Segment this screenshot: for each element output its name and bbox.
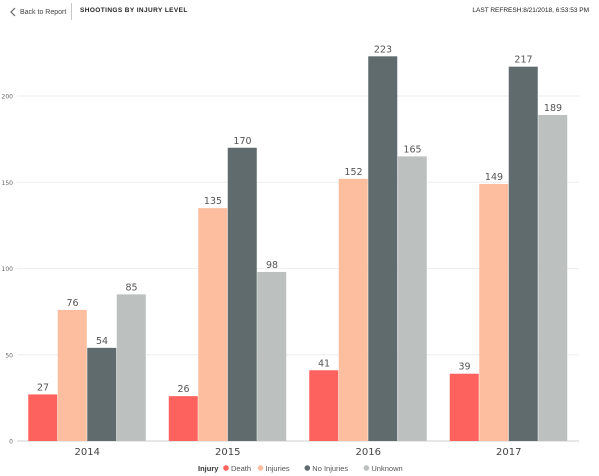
legend-title: Injury: [198, 464, 219, 473]
y-tick-label: 200: [2, 94, 14, 101]
x-tick-label: 2017: [496, 447, 521, 458]
data-label: 189: [544, 103, 562, 114]
data-label: 135: [204, 196, 222, 207]
top-bar: Back to Report SHOOTINGS BY INJURY LEVEL…: [0, 0, 599, 26]
legend-marker: [257, 465, 264, 471]
bars: [28, 56, 568, 442]
bar-death-2016[interactable]: [309, 370, 339, 441]
data-label: 76: [66, 298, 78, 309]
legend-marker: [223, 465, 229, 471]
data-label: 27: [37, 382, 49, 393]
data-label: 217: [514, 55, 532, 66]
y-axis: 0 50 100 150 200: [2, 94, 14, 446]
header-divider: [71, 3, 72, 20]
bar-death-2015[interactable]: [168, 396, 198, 441]
legend-marker: [363, 465, 370, 471]
data-label: 54: [96, 336, 108, 347]
bar-unknown-2016[interactable]: [397, 156, 427, 441]
legend-item[interactable]: Death: [231, 464, 251, 473]
bar-no-injuries-2015[interactable]: [227, 147, 257, 441]
data-label: 165: [403, 144, 421, 155]
bar-unknown-2014[interactable]: [116, 294, 146, 441]
bar-injuries-2017[interactable]: [479, 183, 509, 441]
bar-no-injuries-2017[interactable]: [508, 66, 538, 442]
y-tick-label: 50: [5, 352, 13, 359]
legend-item[interactable]: Unknown: [371, 464, 402, 473]
bar-death-2014[interactable]: [28, 394, 58, 441]
data-label: 26: [177, 384, 189, 395]
data-label: 41: [318, 358, 330, 369]
legend: Injury Death Injuries No Injuries Unknown: [198, 464, 403, 473]
bar-injuries-2014[interactable]: [57, 309, 87, 441]
bar-unknown-2017[interactable]: [538, 114, 568, 441]
page-title: SHOOTINGS BY INJURY LEVEL: [80, 7, 188, 14]
back-to-report-button[interactable]: Back to Report: [8, 5, 66, 19]
bar-injuries-2015[interactable]: [198, 208, 228, 441]
x-tick-label: 2016: [356, 447, 381, 458]
legend-item[interactable]: Injuries: [266, 464, 290, 473]
data-label: 152: [344, 167, 362, 178]
last-refresh-timestamp: LAST REFRESH:8/21/2018, 6:53:53 PM: [472, 7, 589, 14]
bar-unknown-2015[interactable]: [257, 271, 287, 441]
y-tick-label: 0: [9, 439, 13, 446]
data-label: 149: [485, 172, 503, 183]
x-tick-label: 2014: [75, 447, 100, 458]
legend-marker: [304, 465, 311, 471]
bar-no-injuries-2016[interactable]: [368, 56, 398, 441]
data-labels: 27 76 54 85 26 135 170 98 41 152 223 165 39 149 217 189: [37, 44, 562, 395]
y-tick-label: 100: [2, 266, 14, 273]
data-label: 98: [266, 260, 278, 271]
data-label: 85: [125, 282, 137, 293]
bar-death-2017[interactable]: [449, 373, 479, 441]
data-label: 223: [374, 44, 392, 55]
chevron-left-icon: [10, 7, 16, 17]
data-label: 170: [233, 136, 251, 147]
x-tick-label: 2015: [215, 447, 240, 458]
data-label: 39: [458, 362, 470, 373]
back-to-report-label: Back to Report: [20, 8, 67, 16]
x-axis: 2014 2015 2016 2017: [75, 447, 522, 458]
bar-no-injuries-2014[interactable]: [87, 347, 117, 441]
legend-item[interactable]: No Injuries: [312, 464, 348, 473]
bar-injuries-2016[interactable]: [338, 178, 368, 442]
y-tick-label: 150: [2, 180, 14, 187]
